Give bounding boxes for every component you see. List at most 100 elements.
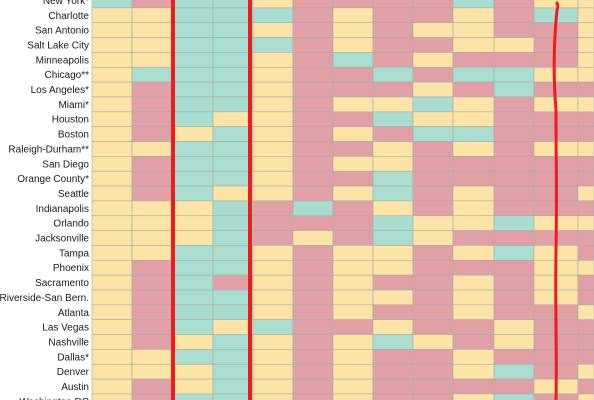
heatmap-cell [372, 230, 414, 246]
heatmap-cell [212, 274, 254, 291]
row-labels: New York* Charlotte San Antonio Salt Lake C… [0, 0, 90, 400]
heatmap-cell [172, 215, 214, 231]
row-label: San Diego [42, 159, 89, 170]
heatmap-cell [292, 66, 334, 83]
heatmap-cell [332, 170, 374, 187]
heatmap-cell [292, 378, 334, 395]
heatmap-cell [412, 170, 454, 187]
heatmap-cell [91, 7, 133, 24]
heatmap-cell [131, 304, 174, 321]
heatmap-cell [292, 304, 334, 321]
heatmap-cell [577, 319, 594, 335]
row-label: Sacramento [35, 278, 89, 289]
row-label: Charlotte [48, 11, 89, 22]
heatmap-cell [332, 259, 374, 276]
heatmap-cell [493, 200, 535, 217]
heatmap-cell [452, 170, 495, 187]
heatmap-cell [493, 7, 535, 24]
heatmap-cell [131, 22, 174, 38]
row-label: Seattle [58, 189, 90, 200]
heatmap-cell [577, 334, 594, 350]
heatmap-cell [91, 319, 133, 335]
heatmap-cell [292, 274, 334, 291]
heatmap-cell [332, 274, 374, 291]
heatmap-cell [493, 141, 535, 157]
heatmap-cell [172, 200, 214, 217]
heatmap-cell [452, 304, 495, 321]
heatmap-cell [332, 319, 374, 335]
heatmap-cell [172, 7, 214, 24]
heatmap-cell [292, 170, 334, 187]
heatmap-cell [493, 349, 535, 365]
heatmap-cell [131, 81, 174, 98]
heatmap-cell [252, 259, 294, 276]
heatmap-cell [412, 304, 454, 321]
heatmap-cell [172, 289, 214, 306]
heatmap-cell [493, 111, 535, 127]
heatmap-cell [292, 37, 334, 53]
row-label: Dallas* [57, 352, 89, 363]
heatmap-cell [212, 96, 254, 113]
heatmap-cell [172, 66, 214, 83]
heatmap-cell [172, 245, 214, 261]
heatmap-cell [412, 289, 454, 306]
heatmap-cell [252, 0, 294, 9]
heatmap-cell [493, 378, 535, 395]
heatmap-cell [292, 96, 334, 113]
heatmap-cell [452, 141, 495, 157]
heatmap-cell [131, 0, 174, 9]
heatmap-cell [452, 81, 495, 98]
heatmap-cell [372, 200, 414, 217]
heatmap-cell [332, 0, 374, 9]
heatmap-cell [452, 230, 495, 246]
row-label: Riverside-San Bern. [0, 293, 89, 304]
heatmap-cell [252, 363, 294, 380]
heatmap-cell [131, 126, 174, 142]
heatmap-cell [131, 363, 174, 380]
heatmap-cell [577, 81, 594, 98]
heatmap-cell [292, 81, 334, 98]
heatmap-cell [452, 0, 495, 9]
row-label: Denver [57, 367, 90, 378]
heatmap-cell [412, 200, 454, 217]
row-label: Jacksonville [35, 234, 89, 245]
row-label: Raleigh-Durham** [8, 144, 89, 155]
heatmap-cell [332, 185, 374, 202]
heatmap-cell [577, 96, 594, 113]
heatmap-cell [212, 66, 254, 83]
heatmap-cell [212, 319, 254, 335]
heatmap-cell [372, 126, 414, 142]
heatmap-cell [212, 126, 254, 142]
heatmap-cell [131, 66, 174, 83]
heatmap-cell [172, 37, 214, 53]
heatmap-cell [131, 334, 174, 350]
heatmap-cell [91, 349, 133, 365]
heatmap-cell [131, 96, 174, 113]
heatmap-cell [412, 7, 454, 24]
heatmap-cell [452, 319, 495, 335]
row-label: Washington DC [19, 397, 89, 400]
heatmap-cell [212, 304, 254, 321]
heatmap-cell [577, 245, 594, 261]
heatmap-cell [412, 52, 454, 68]
heatmap-cell [91, 185, 133, 202]
heatmap-cell [252, 185, 294, 202]
heatmap-cell [91, 393, 133, 400]
heatmap-cell [577, 170, 594, 187]
heatmap-cell [577, 126, 594, 142]
heatmap-cell [372, 0, 414, 9]
heatmap-cell [172, 81, 214, 98]
heatmap-cell [212, 185, 254, 202]
heatmap-cell [452, 111, 495, 127]
heatmap-cell [332, 22, 374, 38]
heatmap-cell [577, 141, 594, 157]
heatmap-cell [372, 378, 414, 395]
row-label: Atlanta [58, 308, 90, 319]
heatmap-cell [412, 334, 454, 350]
heatmap-cell [292, 230, 334, 246]
heatmap-cell [292, 334, 334, 350]
heatmap-cell [172, 185, 214, 202]
heatmap-cell [332, 7, 374, 24]
heatmap-cell [131, 170, 174, 187]
